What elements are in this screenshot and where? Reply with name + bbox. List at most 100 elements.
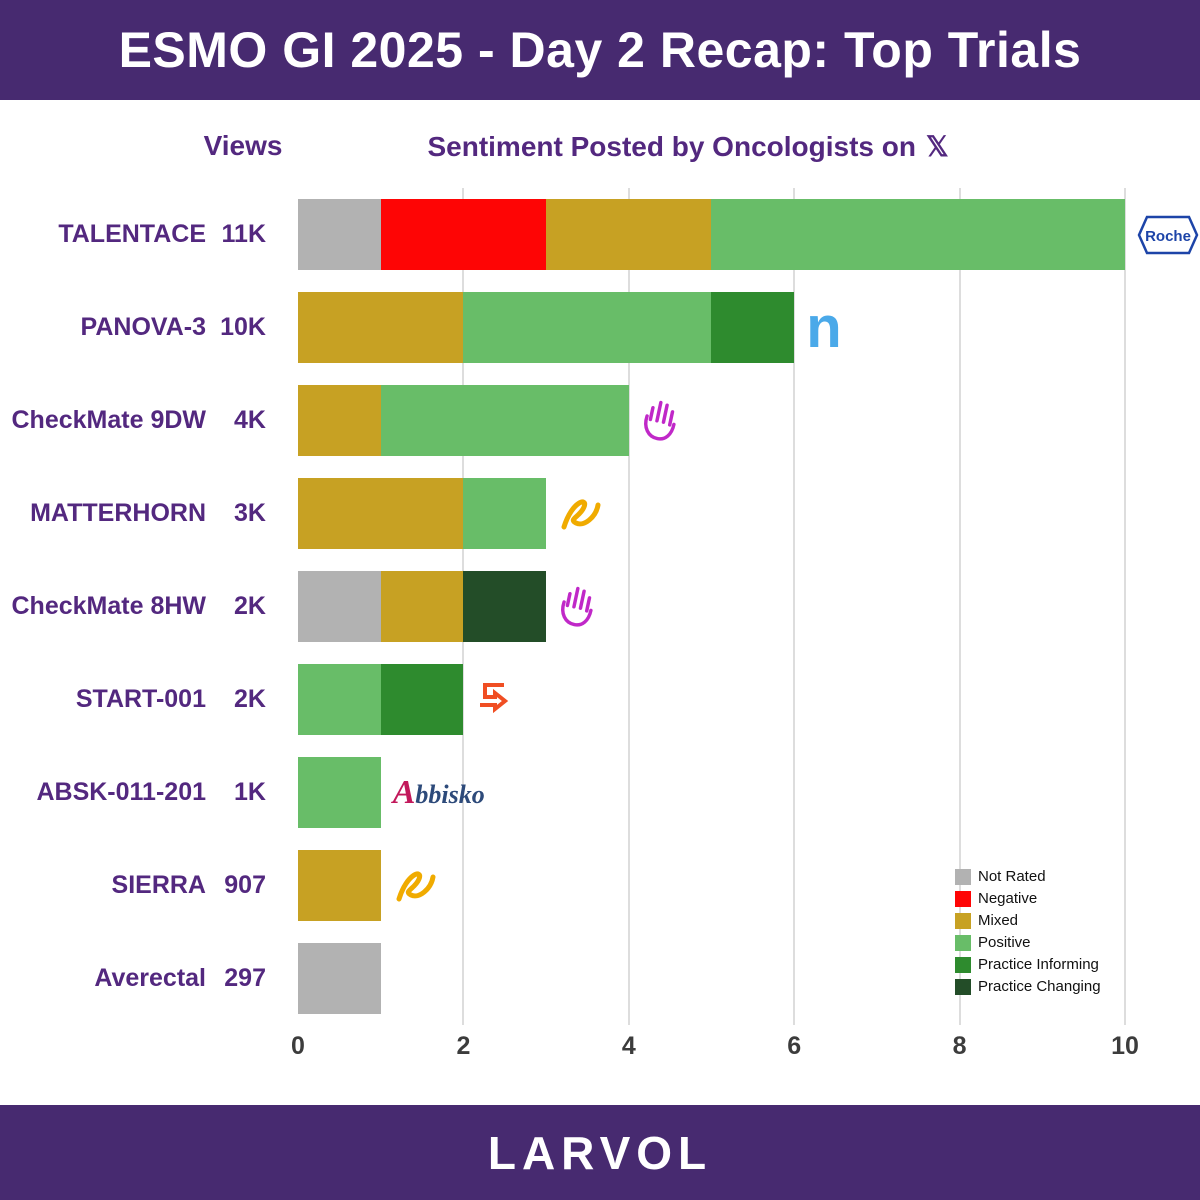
legend-swatch (955, 934, 971, 951)
trial-row: CheckMate 9DW 4K (0, 374, 1200, 467)
sentiment-bar: Roche (298, 199, 1199, 270)
segment-mixed (298, 385, 381, 456)
column-headers: Views Sentiment Posted by Oncologists on… (0, 130, 1200, 172)
legend-item: Not Rated (955, 868, 1101, 885)
bms-hand-logo (641, 399, 681, 443)
trial-name: Averectal (94, 964, 206, 992)
legend-label: Positive (978, 934, 1031, 951)
trial-views: 907 (224, 871, 266, 899)
segment-practice-informing (711, 292, 795, 363)
legend-item: Practice Informing (955, 956, 1101, 973)
segment-positive (463, 478, 547, 549)
sentiment-column-header: Sentiment Posted by Oncologists on 𝕏 (427, 130, 948, 163)
sentiment-bar (298, 385, 1125, 456)
segment-mixed (380, 571, 464, 642)
x-logo: 𝕏 (925, 131, 949, 162)
trial-views: 10K (220, 313, 266, 341)
trial-name: START-001 (75, 685, 206, 713)
larvol-logo: LARVOL (487, 1126, 713, 1179)
trial-views: 4K (234, 406, 266, 434)
x-tick-label: 0 (291, 1032, 305, 1060)
segment-positive (298, 757, 381, 828)
sentiment-bar (298, 943, 1125, 1014)
trial-row: TALENTACE 11K Roche (0, 188, 1200, 281)
trial-views: 3K (234, 499, 266, 527)
views-column-header: Views (203, 130, 283, 161)
gridline (793, 188, 796, 1025)
legend-swatch (955, 912, 971, 929)
astrazeneca-logo (393, 866, 439, 906)
trial-name: CheckMate 9DW (11, 406, 207, 434)
segment-positive (463, 292, 712, 363)
footer-bar: LARVOL (0, 1105, 1200, 1200)
segment-not-rated (298, 943, 381, 1014)
trial-row: START-001 2K (0, 653, 1200, 746)
sentiment-column-label: Sentiment Posted by Oncologists on (427, 131, 916, 162)
segment-mixed (298, 850, 381, 921)
segment-positive (711, 199, 1125, 270)
gridline (958, 188, 961, 1025)
legend-label: Mixed (978, 912, 1019, 929)
trial-name: PANOVA-3 (80, 313, 206, 341)
header-bar: ESMO GI 2025 - Day 2 Recap: Top Trials (0, 0, 1200, 100)
legend-item: Negative (955, 890, 1101, 907)
legend-label: Negative (978, 890, 1038, 907)
trial-views: 2K (234, 592, 266, 620)
x-tick-label: 4 (621, 1032, 636, 1060)
sentiment-bar: Abbisko (298, 757, 1125, 828)
trial-views: 297 (224, 964, 266, 992)
legend-swatch (955, 978, 971, 995)
chart-rows: TALENTACE 11K Roche PANOVA-3 10K n CheckMate… (0, 188, 1200, 1025)
segment-mixed (546, 199, 712, 270)
legend-label: Practice Changing (978, 978, 1101, 995)
trial-row: Averectal 297 (0, 932, 1200, 1025)
roche-logo: Roche (1137, 215, 1199, 255)
sentiment-bar (298, 850, 1125, 921)
segment-mixed (298, 292, 464, 363)
segment-negative (380, 199, 547, 270)
trial-row: MATTERHORN 3K (0, 467, 1200, 560)
sentiment-bar (298, 478, 1125, 549)
x-axis: 0 2 4 6 8 10 (291, 1032, 1139, 1064)
legend-swatch (955, 956, 971, 973)
trial-row: ABSK-011-201 1K Abbisko (0, 746, 1200, 839)
trial-name: SIERRA (111, 871, 206, 899)
trial-row: PANOVA-3 10K n (0, 281, 1200, 374)
trial-name: MATTERHORN (30, 499, 206, 527)
trial-views: 1K (234, 778, 266, 806)
segment-mixed (298, 478, 464, 549)
legend-label: Not Rated (978, 868, 1046, 885)
trial-name: CheckMate 8HW (11, 592, 207, 620)
x-tick-label: 8 (952, 1032, 967, 1060)
legend-item: Positive (955, 934, 1101, 951)
trial-views: 11K (221, 220, 266, 248)
sentiment-bar: n (298, 292, 1125, 363)
legend: Not Rated Negative Mixed Positive Practice I… (955, 868, 1101, 995)
segment-not-rated (298, 571, 381, 642)
segment-practice-informing (380, 664, 464, 735)
gridline (627, 188, 630, 1025)
trial-row: SIERRA 907 (0, 839, 1200, 932)
segment-practice-changing (463, 571, 547, 642)
summit-logo (475, 678, 509, 722)
page-title: ESMO GI 2025 - Day 2 Recap: Top Trials (118, 22, 1082, 78)
sentiment-bar (298, 664, 1125, 735)
trial-views: 2K (234, 685, 266, 713)
segment-not-rated (298, 199, 381, 270)
legend-swatch (955, 868, 971, 885)
legend-item: Mixed (955, 912, 1101, 929)
bms-hand-logo (558, 585, 598, 629)
gridline (1124, 188, 1126, 1025)
novocure-logo: n (806, 294, 842, 360)
x-tick-label: 2 (456, 1032, 471, 1060)
legend-item: Practice Changing (955, 978, 1101, 995)
segment-positive (298, 664, 381, 735)
x-tick-label: 10 (1111, 1032, 1139, 1060)
sentiment-bar (298, 571, 1125, 642)
trial-name: ABSK-011-201 (36, 778, 206, 806)
astrazeneca-logo (558, 494, 604, 534)
abbisko-logo: Abbisko (392, 773, 485, 811)
segment-positive (380, 385, 629, 456)
x-tick-label: 6 (787, 1032, 802, 1060)
